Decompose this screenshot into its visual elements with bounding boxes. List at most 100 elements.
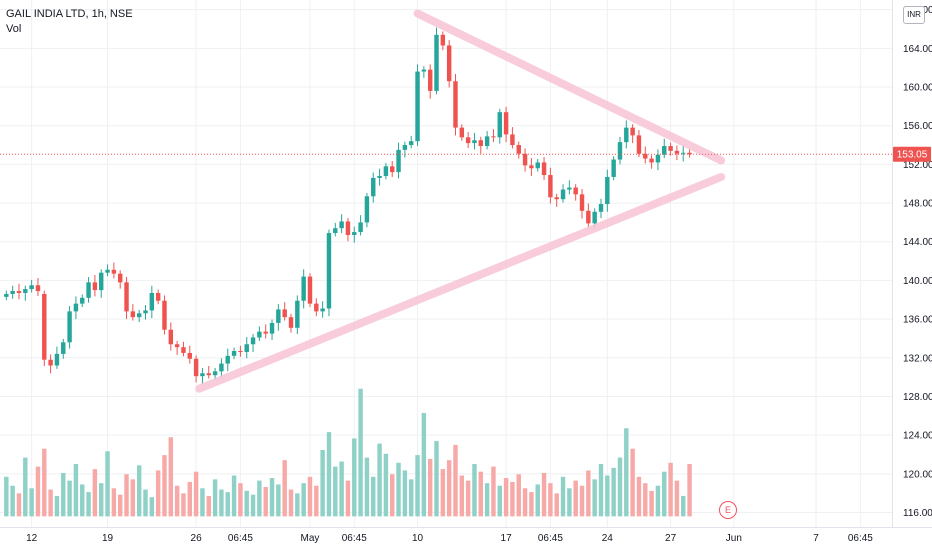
volume-bar xyxy=(339,461,344,517)
candle-body xyxy=(111,269,117,274)
candle xyxy=(554,193,559,207)
candle xyxy=(231,347,237,360)
candle-body xyxy=(181,347,186,353)
candle-body xyxy=(219,363,224,372)
candle-body xyxy=(383,166,389,176)
candle-body xyxy=(497,112,502,138)
volume-bar xyxy=(143,489,148,517)
candle xyxy=(92,275,98,297)
candle xyxy=(307,273,313,308)
candle xyxy=(174,340,180,355)
volume-bar xyxy=(307,476,313,517)
volume-bar xyxy=(168,437,174,517)
volume-bar xyxy=(326,432,332,517)
earnings-event-icon[interactable]: E xyxy=(719,501,737,519)
candle xyxy=(674,145,680,161)
candle-body xyxy=(244,344,249,352)
volume-bar xyxy=(529,492,534,517)
candle-body xyxy=(579,194,585,211)
volume-bar xyxy=(371,476,376,517)
volume-bar xyxy=(421,412,427,517)
volume-bar xyxy=(484,483,490,517)
volume-bar xyxy=(655,485,661,517)
candle xyxy=(48,354,53,374)
volume-bar xyxy=(440,469,446,517)
candle xyxy=(162,295,167,335)
trendlines[interactable] xyxy=(195,9,726,393)
candle xyxy=(611,156,616,181)
candle xyxy=(510,127,515,149)
candle-body xyxy=(295,300,300,328)
volume-bar xyxy=(295,493,300,517)
volume-bar xyxy=(636,476,642,517)
price-tick-label: 116.00 xyxy=(903,508,932,519)
trendline[interactable] xyxy=(195,172,726,393)
volume-bar xyxy=(573,480,578,517)
volume-bar xyxy=(554,493,559,517)
candle-body xyxy=(238,351,243,353)
candle xyxy=(605,169,610,212)
volume-bar xyxy=(453,444,458,517)
candle xyxy=(339,214,344,234)
candle xyxy=(263,324,268,339)
candle-body xyxy=(282,309,287,318)
candle xyxy=(472,132,477,150)
candle-body xyxy=(541,162,547,176)
volume-bar xyxy=(212,479,218,517)
time-tick-label: 19 xyxy=(102,533,114,544)
price-axis[interactable]: 168.00164.00160.00156.00152.00148.00144.… xyxy=(903,5,932,519)
trendline[interactable] xyxy=(413,9,726,165)
price-tick-label: 144.00 xyxy=(903,237,932,248)
volume-bar xyxy=(510,481,515,517)
volume-bar xyxy=(200,488,205,517)
volume-bar xyxy=(383,453,389,517)
last-price-label: 153.05 xyxy=(897,150,928,161)
candle xyxy=(668,142,673,156)
volume-indicator-label[interactable]: Vol xyxy=(6,23,22,35)
volume-bar xyxy=(29,488,34,517)
candle-body xyxy=(10,291,15,294)
candle xyxy=(200,367,205,384)
candle xyxy=(579,189,585,219)
currency-badge[interactable]: INR xyxy=(903,6,925,24)
candle xyxy=(193,355,199,383)
candle-body xyxy=(42,293,47,360)
candle-body xyxy=(269,322,275,334)
candle xyxy=(497,108,502,144)
time-tick-label: 17 xyxy=(501,533,513,544)
candle xyxy=(459,124,465,141)
volume-bar xyxy=(4,476,9,517)
volume-bar xyxy=(16,493,22,517)
symbol-title[interactable]: GAIL INDIA LTD, 1h, NSE xyxy=(6,8,133,20)
candle-body xyxy=(484,136,490,147)
candle xyxy=(390,161,395,177)
candle xyxy=(16,283,22,300)
candle xyxy=(567,180,572,195)
candle xyxy=(643,146,648,164)
time-tick-label: May xyxy=(301,533,320,544)
candle xyxy=(130,304,136,321)
candle-body xyxy=(491,136,496,138)
candle xyxy=(491,129,496,143)
candle xyxy=(282,302,287,321)
candle xyxy=(86,277,91,303)
candle-body xyxy=(522,153,528,166)
candle xyxy=(358,215,363,236)
time-axis[interactable]: 12 19 26 06:45 May 06:45 10 17 06:45 24 27 Jun 7 06:4… xyxy=(26,533,873,544)
time-tick-label: 10 xyxy=(412,533,424,544)
candle-body xyxy=(535,162,540,169)
candle-body xyxy=(124,282,129,312)
candle xyxy=(649,155,654,169)
candle xyxy=(80,294,85,308)
volume-bar xyxy=(206,495,211,517)
candle-body xyxy=(54,353,60,366)
volume-bar xyxy=(187,481,193,517)
candle xyxy=(73,296,79,320)
candle xyxy=(225,348,230,372)
candle xyxy=(415,64,420,147)
volume-bar xyxy=(605,475,610,517)
candle-body xyxy=(617,142,623,160)
volume-bar xyxy=(244,490,249,517)
candle-body xyxy=(155,292,161,301)
